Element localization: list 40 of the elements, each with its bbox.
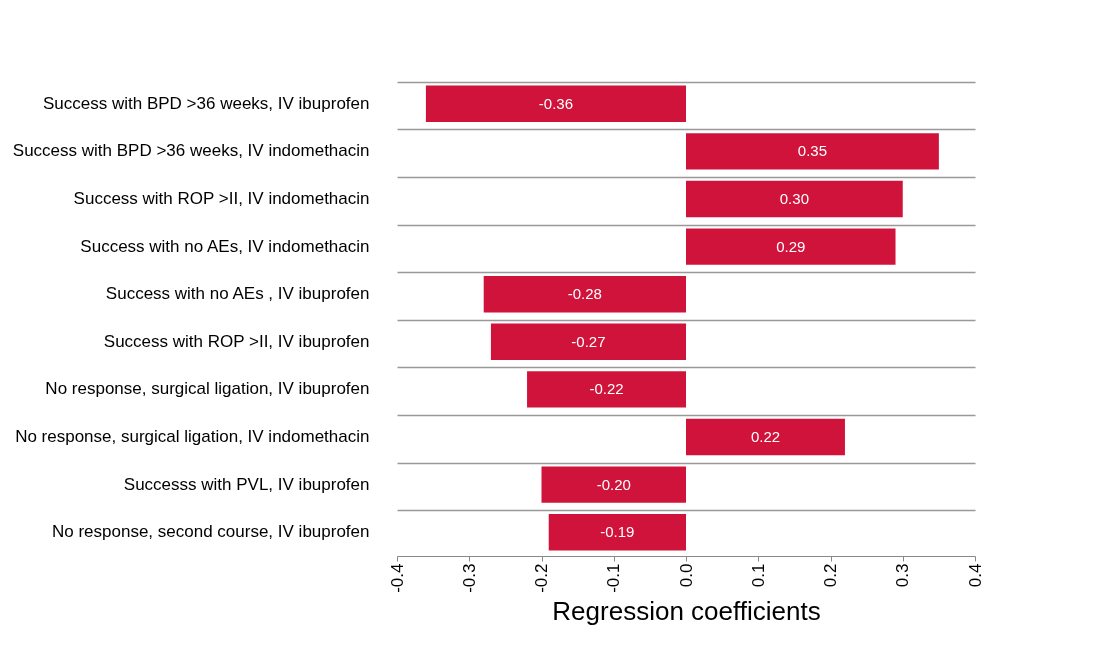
- y-tick-label: Success with ROP >II, IV indomethacin: [73, 189, 370, 208]
- y-tick-label: No response, surgical ligation, IV indomethacin: [15, 427, 370, 446]
- x-tick-label: -0.3: [459, 563, 479, 593]
- data-label: 0.22: [750, 428, 781, 445]
- y-tick-label: No response, second course, IV ibuprofen: [51, 522, 370, 542]
- x-tick-label: -0.4: [387, 563, 407, 593]
- x-tick-label: -0.2: [532, 563, 551, 593]
- data-label: -0.22: [589, 380, 624, 398]
- bar: [686, 418, 845, 456]
- data-label: -0.28: [567, 285, 602, 303]
- y-tick-label: Successs with PVL, IV ibuprofen: [123, 474, 370, 494]
- x-axis-title: Regression coefficients: [552, 595, 821, 626]
- y-tick-label: Success with ROP >II, IV ibuprofen: [103, 331, 370, 351]
- bar: [541, 466, 686, 503]
- x-tick-label: 0.0: [676, 563, 696, 588]
- y-tick-label: Success with BPD >36 weeks, IV ibuprofen: [43, 93, 370, 113]
- x-tick-label: 0.2: [821, 563, 840, 588]
- data-label: 0.29: [776, 237, 806, 255]
- bar: [527, 371, 686, 408]
- bar: [548, 513, 686, 551]
- y-tick-label: Success with no AEs, IV indomethacin: [80, 236, 370, 256]
- bar: [686, 133, 939, 170]
- data-label: -0.27: [571, 332, 606, 350]
- bar: [425, 85, 686, 123]
- x-tick-label: 0.4: [965, 563, 985, 588]
- bar: [483, 275, 686, 313]
- data-label: -0.20: [596, 475, 631, 493]
- y-tick-label: No response, surgical ligation, IV ibuprofen: [45, 379, 370, 399]
- data-label: -0.36: [538, 94, 574, 112]
- bar: [686, 180, 903, 218]
- y-tick-label: Success with BPD >36 weeks, IV indomethacin: [12, 141, 370, 161]
- y-tick-label: Success with no AEs , IV ibuprofen: [105, 284, 370, 304]
- data-label: 0.35: [797, 142, 828, 160]
- bar: [686, 228, 896, 265]
- data-label: -0.19: [600, 523, 635, 541]
- x-tick-label: 0.1: [748, 563, 768, 588]
- x-tick-label: 0.3: [893, 563, 913, 588]
- data-label: 0.30: [779, 190, 809, 207]
- x-tick-label: -0.1: [604, 563, 624, 593]
- bar: [490, 323, 686, 361]
